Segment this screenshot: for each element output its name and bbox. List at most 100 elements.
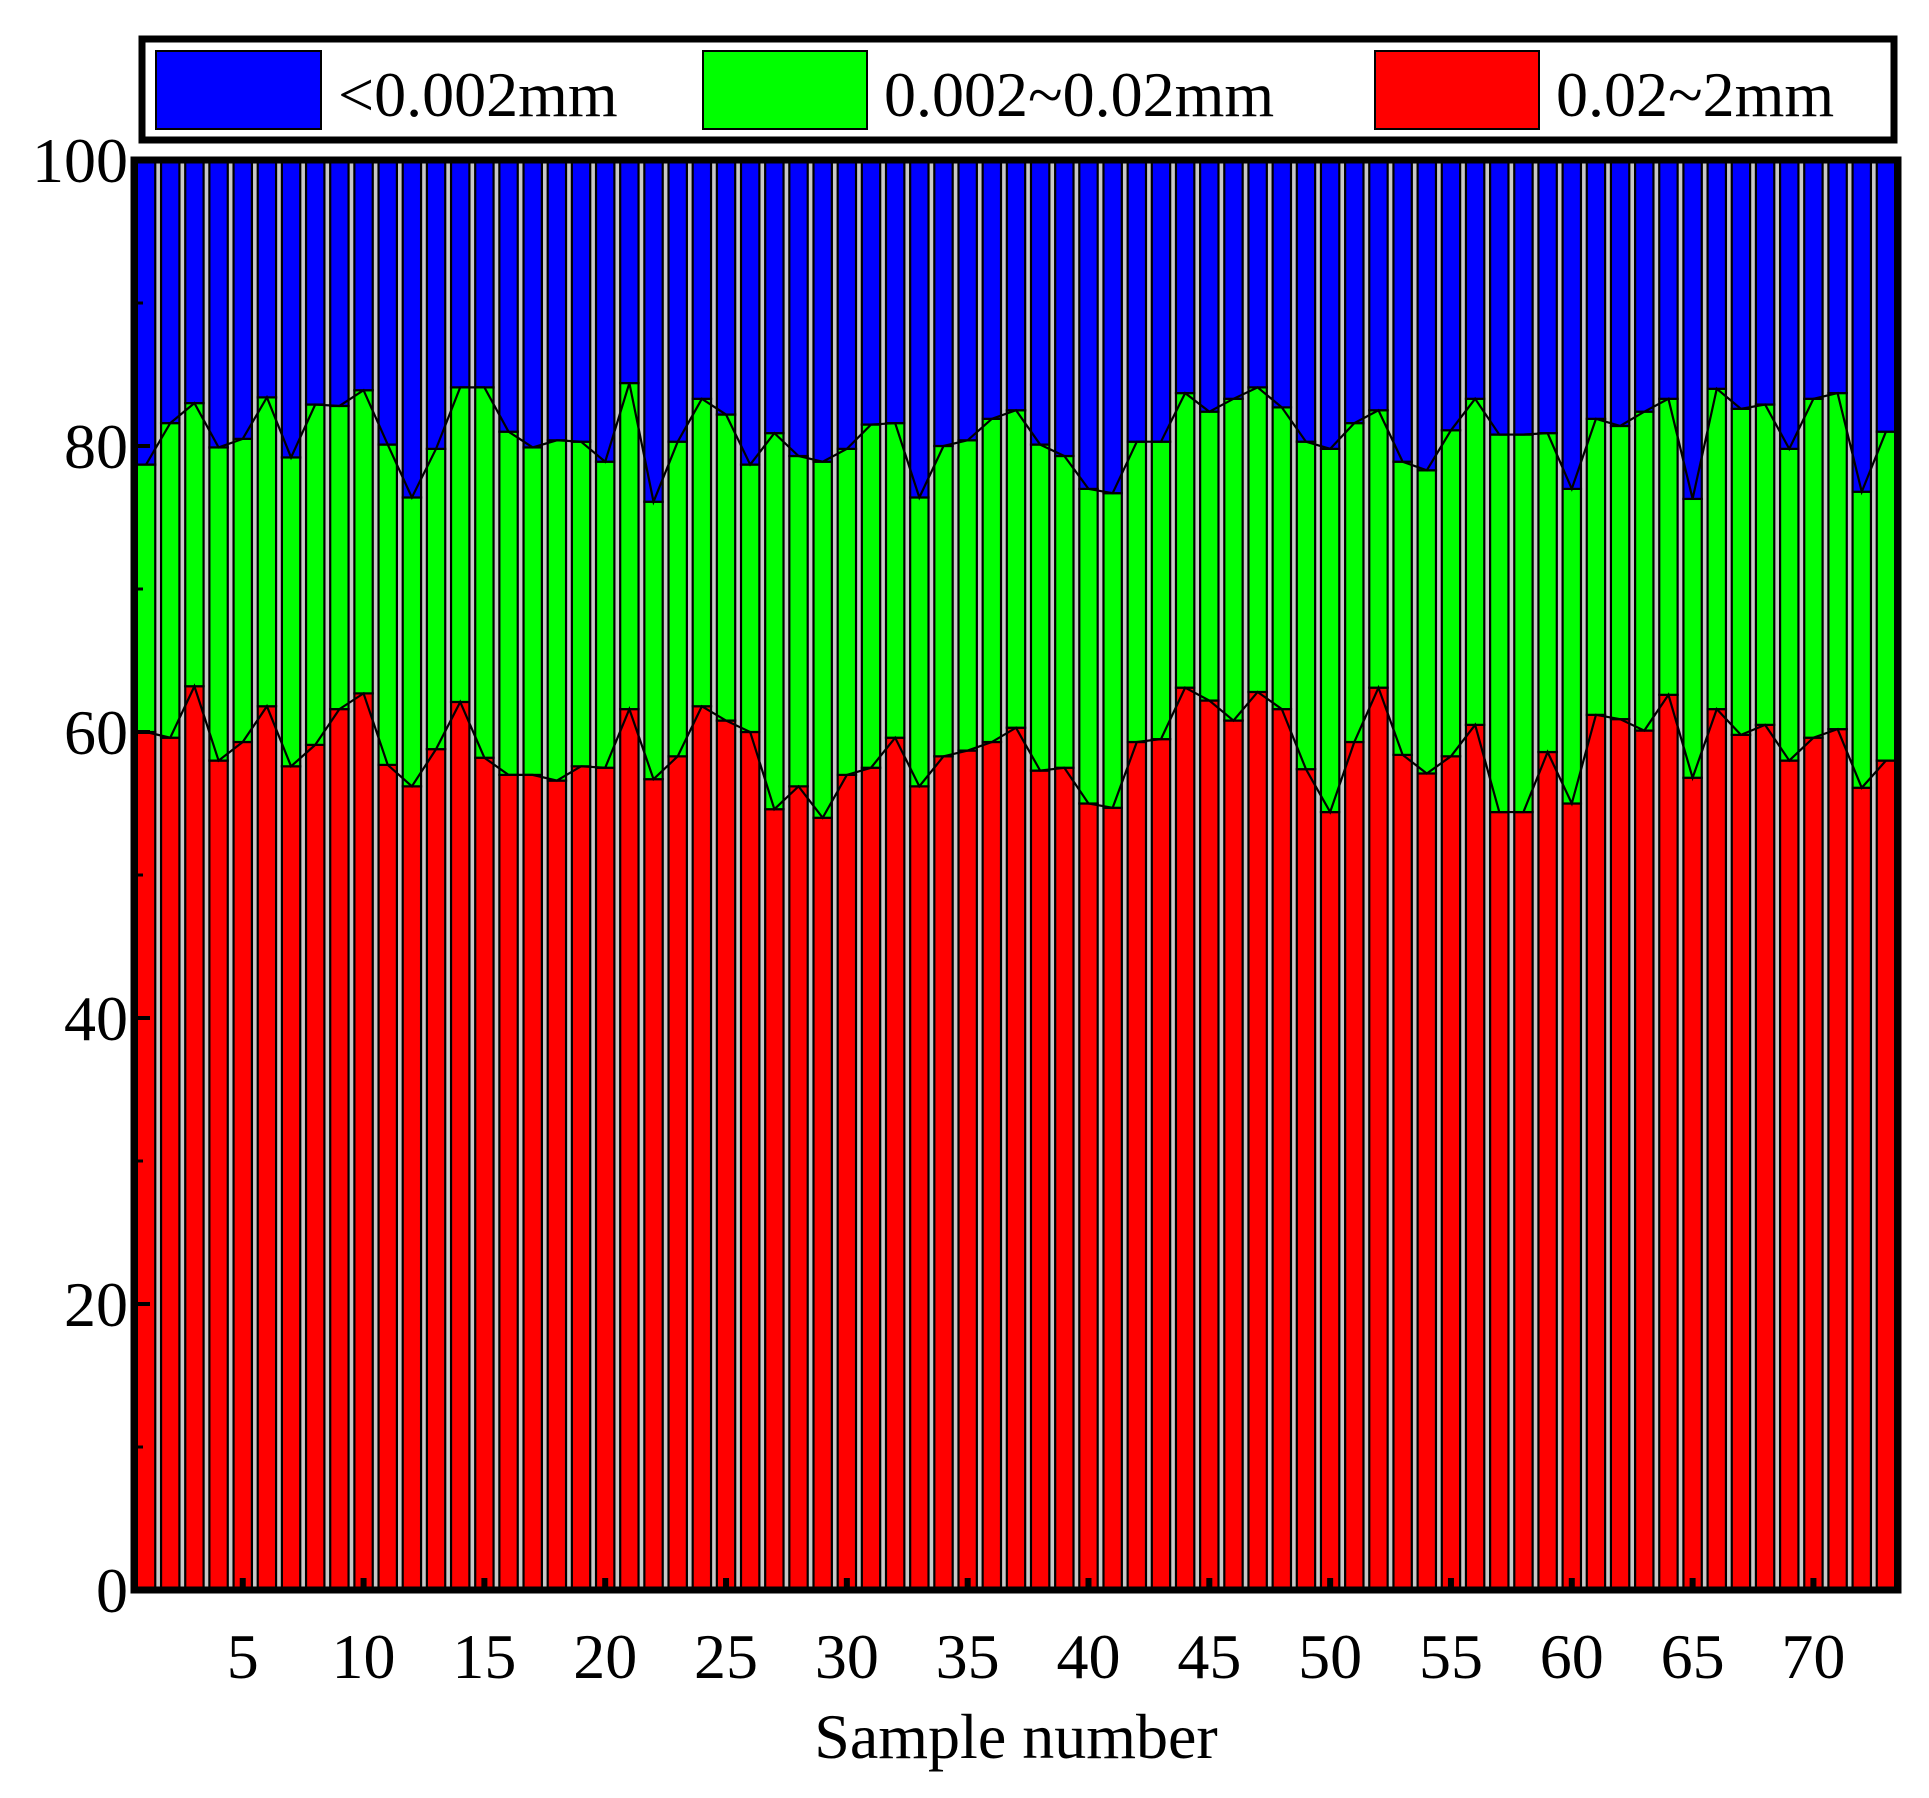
bar-s1-27 — [764, 432, 785, 811]
bar-s2-15 — [474, 158, 495, 389]
bar-s2-44 — [1174, 158, 1196, 395]
bar-s0-8 — [304, 743, 326, 1592]
bar-s0-2 — [159, 736, 181, 1592]
bar-s0-17 — [522, 773, 543, 1592]
bar-s0-39 — [1054, 766, 1075, 1592]
bar-s1-41 — [1102, 492, 1123, 809]
bar-s0-26 — [739, 730, 761, 1592]
boundary-line-1 — [145, 382, 1887, 506]
bar-s0-73 — [1875, 759, 1897, 1592]
bar-s1-20 — [594, 460, 616, 769]
bar-s1-12 — [401, 496, 423, 788]
bar-s2-67 — [1730, 158, 1752, 410]
bar-s0-68 — [1754, 723, 1776, 1592]
bar-s2-38 — [1029, 158, 1051, 446]
bar-s1-15 — [474, 386, 495, 759]
bar-s1-13 — [425, 447, 447, 751]
y-tick-label-80: 80 — [64, 411, 128, 482]
bar-s1-60 — [1561, 487, 1583, 805]
bar-s2-51 — [1344, 158, 1365, 425]
bar-s0-21 — [619, 708, 640, 1592]
bar-s0-14 — [449, 700, 471, 1592]
x-tick-label-30: 30 — [815, 1621, 879, 1692]
bar-s0-4 — [208, 759, 229, 1592]
bar-s0-25 — [715, 719, 737, 1592]
bar-s1-5 — [232, 437, 254, 744]
bar-s0-55 — [1440, 755, 1462, 1592]
bar-s1-64 — [1658, 397, 1679, 696]
bar-s2-33 — [909, 158, 930, 499]
bar-s0-15 — [474, 756, 495, 1592]
x-tick-label-25: 25 — [694, 1621, 758, 1692]
bar-s2-60 — [1561, 158, 1583, 490]
bar-s0-24 — [691, 705, 713, 1592]
bar-s1-26 — [739, 463, 761, 734]
bar-s0-54 — [1416, 772, 1438, 1592]
legend-label-0: <0.002mm — [338, 59, 618, 130]
bar-s1-43 — [1150, 440, 1172, 741]
y-tick-label-0: 0 — [96, 1555, 128, 1626]
bar-s0-66 — [1706, 708, 1728, 1592]
bar-s0-5 — [232, 740, 254, 1592]
bar-s1-1 — [135, 463, 157, 734]
bar-s2-65 — [1682, 158, 1703, 501]
bar-s2-26 — [739, 158, 761, 466]
bar-s2-45 — [1199, 158, 1220, 413]
bar-s0-61 — [1585, 713, 1607, 1592]
bar-s2-7 — [280, 158, 302, 459]
bar-s2-13 — [425, 158, 447, 450]
bar-s2-30 — [836, 158, 858, 450]
bar-s0-63 — [1633, 729, 1655, 1592]
legend-swatch-0 — [155, 50, 322, 130]
bar-s0-33 — [909, 785, 930, 1592]
bar-s1-65 — [1682, 497, 1703, 779]
bar-s1-58 — [1513, 433, 1534, 814]
bar-s1-24 — [691, 397, 713, 708]
x-tick-label-65: 65 — [1661, 1621, 1725, 1692]
legend-box — [138, 35, 1898, 144]
bar-s2-36 — [981, 158, 1003, 420]
bar-s2-10 — [353, 158, 374, 392]
legend: <0.002mm 0.002~0.02mm 0.02~2mm — [138, 35, 1898, 144]
bar-s2-42 — [1126, 158, 1148, 443]
bar-s2-28 — [788, 158, 809, 458]
bar-s2-49 — [1295, 158, 1317, 443]
bar-s1-55 — [1440, 429, 1462, 758]
bar-s2-14 — [449, 158, 471, 389]
bar-s0-32 — [884, 736, 906, 1592]
bar-s1-73 — [1875, 430, 1897, 762]
x-axis: 5 10 15 20 25 30 35 40 45 50 55 60 65 70 — [227, 1578, 1845, 1692]
bar-s0-34 — [933, 755, 954, 1592]
bar-s1-18 — [546, 439, 568, 782]
bar-s0-48 — [1271, 708, 1293, 1592]
bar-s1-4 — [208, 446, 229, 762]
bar-s2-20 — [594, 158, 616, 463]
bar-s1-46 — [1223, 397, 1244, 722]
bar-s1-63 — [1633, 410, 1655, 732]
bar-s0-50 — [1319, 810, 1341, 1592]
bar-s1-54 — [1416, 469, 1438, 775]
bar-s1-32 — [884, 422, 906, 739]
bar-s1-52 — [1368, 409, 1389, 689]
bar-s1-6 — [256, 396, 278, 708]
bar-s2-69 — [1778, 158, 1800, 450]
bar-s1-68 — [1754, 403, 1776, 726]
y-axis: 0 20 40 60 80 100 — [32, 125, 150, 1626]
bar-s0-62 — [1609, 718, 1631, 1592]
bar-s2-41 — [1102, 158, 1123, 495]
bar-s1-71 — [1827, 391, 1848, 731]
bar-s0-23 — [667, 755, 688, 1592]
y-tick-label-100: 100 — [32, 125, 128, 196]
bar-s1-2 — [159, 422, 181, 739]
x-tick-label-10: 10 — [332, 1621, 396, 1692]
bar-s2-24 — [691, 158, 713, 400]
bar-s2-53 — [1392, 158, 1413, 463]
bar-s2-11 — [377, 158, 399, 446]
bar-s2-68 — [1754, 158, 1776, 406]
bar-s1-51 — [1344, 422, 1365, 744]
bar-s1-57 — [1489, 433, 1510, 814]
bar-s0-38 — [1029, 769, 1051, 1592]
boundary-lines-layer — [145, 382, 1887, 820]
bar-s0-67 — [1730, 733, 1752, 1592]
